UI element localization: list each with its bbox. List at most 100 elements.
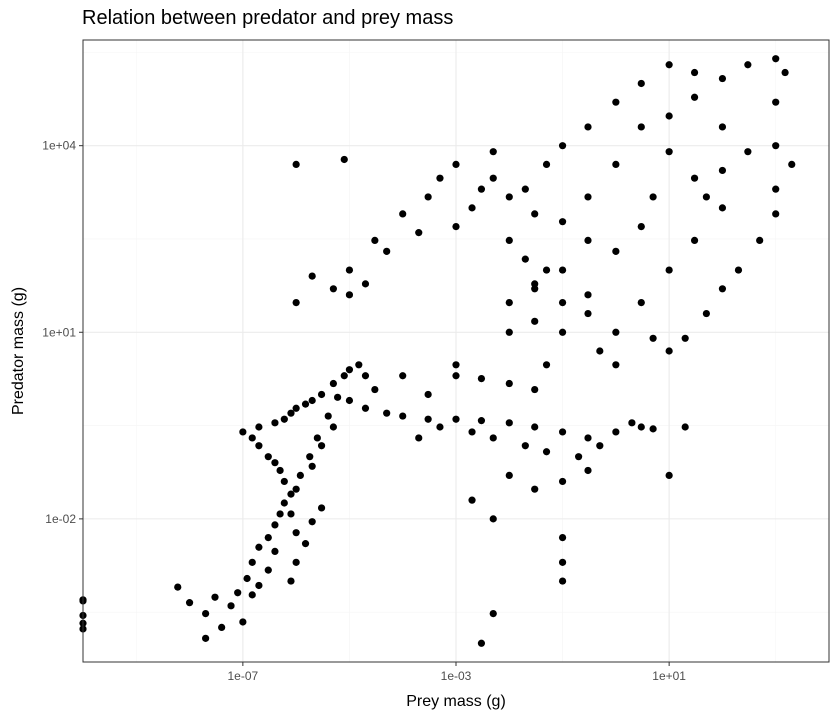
data-point — [361, 372, 370, 380]
data-point — [584, 466, 592, 475]
data-point — [596, 442, 604, 450]
data-point — [264, 534, 272, 542]
data-point — [521, 255, 529, 263]
data-point — [424, 415, 432, 423]
data-point — [202, 609, 210, 618]
data-point — [477, 374, 486, 383]
x-tick-label: 1e+01 — [652, 669, 686, 683]
data-point — [788, 160, 796, 168]
data-point — [558, 328, 567, 336]
data-point — [718, 123, 727, 131]
data-point — [584, 193, 592, 201]
data-point — [612, 361, 620, 369]
data-point — [308, 272, 316, 280]
data-point — [276, 466, 284, 475]
data-point — [584, 123, 592, 131]
data-point — [489, 174, 497, 182]
data-point — [734, 266, 743, 274]
data-point — [718, 74, 727, 83]
data-point — [558, 477, 567, 486]
data-point — [681, 334, 689, 342]
data-point — [292, 404, 300, 412]
data-point — [637, 79, 645, 88]
data-point — [185, 599, 194, 607]
data-point — [329, 423, 337, 431]
data-point — [287, 510, 295, 518]
data-point — [399, 210, 407, 218]
data-point — [665, 266, 673, 274]
data-point — [477, 185, 486, 193]
data-point — [292, 558, 300, 566]
data-point — [280, 477, 288, 486]
data-point — [665, 471, 673, 479]
data-point — [355, 361, 363, 369]
data-point — [271, 459, 279, 467]
data-point — [452, 223, 460, 231]
data-point — [558, 218, 567, 226]
data-point — [681, 423, 689, 431]
data-point — [489, 515, 497, 523]
data-point — [744, 148, 752, 156]
data-point — [772, 185, 780, 193]
data-point — [306, 453, 314, 461]
data-point — [718, 285, 727, 293]
data-point — [255, 442, 263, 450]
data-point — [772, 210, 780, 218]
data-point — [505, 236, 513, 244]
data-point — [637, 298, 645, 307]
data-point — [612, 328, 620, 336]
data-point — [584, 236, 592, 244]
data-point — [505, 298, 513, 307]
data-point — [227, 602, 235, 610]
data-points — [79, 55, 796, 647]
data-point — [264, 453, 272, 461]
data-point — [415, 434, 423, 442]
data-point — [424, 390, 432, 399]
data-point — [340, 155, 348, 164]
data-point — [505, 419, 513, 427]
data-point — [665, 148, 673, 156]
data-point — [436, 423, 444, 431]
data-point — [505, 193, 513, 201]
data-point — [612, 98, 620, 106]
data-point — [301, 400, 310, 408]
data-point — [324, 412, 332, 420]
data-point — [468, 496, 476, 504]
data-point — [218, 623, 226, 631]
data-point — [596, 347, 604, 355]
data-point — [542, 266, 551, 274]
x-tick-label: 1e-07 — [228, 669, 259, 683]
data-point — [313, 434, 321, 442]
y-tick-label: 1e+01 — [42, 325, 76, 339]
data-point — [690, 236, 699, 244]
data-point — [772, 98, 780, 106]
data-point — [292, 160, 300, 168]
data-point — [345, 266, 354, 274]
data-point — [628, 419, 636, 427]
data-point — [361, 404, 370, 412]
data-point — [287, 577, 295, 585]
y-axis-ticks: 1e-02 1e+01 1e+04 — [42, 139, 83, 526]
data-point — [558, 534, 567, 542]
data-point — [637, 423, 645, 431]
data-point — [361, 280, 370, 288]
data-point — [690, 174, 699, 182]
data-point — [174, 583, 182, 591]
data-point — [383, 409, 391, 417]
data-point — [255, 423, 263, 431]
data-point — [558, 142, 567, 150]
data-point — [345, 366, 354, 374]
data-point — [468, 428, 476, 436]
data-point — [558, 577, 567, 585]
data-point — [531, 485, 539, 493]
data-point — [271, 521, 279, 529]
data-point — [308, 396, 316, 405]
data-point — [243, 574, 251, 583]
y-axis-title: Predator mass (g) — [10, 287, 27, 415]
data-point — [477, 639, 486, 647]
data-point — [558, 298, 567, 307]
data-point — [772, 55, 780, 63]
data-point — [280, 499, 288, 507]
x-axis-ticks: 1e-07 1e-03 1e+01 — [228, 662, 686, 683]
data-point — [531, 280, 539, 288]
